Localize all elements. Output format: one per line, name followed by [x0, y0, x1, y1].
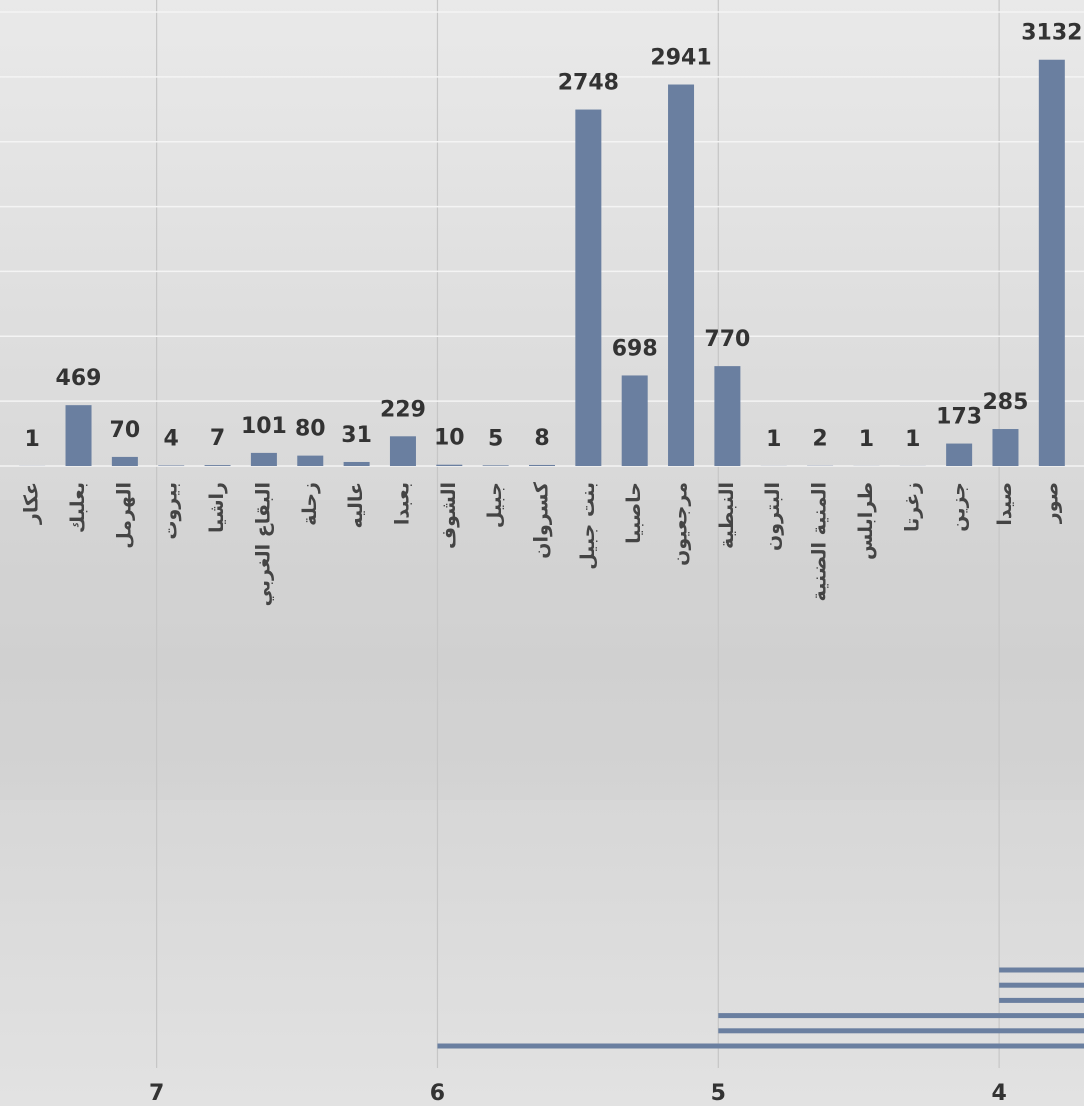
bar — [436, 465, 462, 466]
value-label: 698 — [612, 336, 658, 361]
x-tick-label: صيدا — [994, 482, 1016, 526]
x-tick-label: طرابلس — [855, 482, 877, 560]
value-label: 80 — [295, 417, 326, 442]
bar — [992, 429, 1018, 466]
x-tick-label: 6 — [430, 1081, 445, 1106]
x-tick-label: بعبدا — [391, 482, 413, 525]
x-tick-label: زغرتا — [901, 482, 923, 532]
bar — [112, 457, 138, 466]
bar — [1039, 60, 1065, 466]
bar — [714, 366, 740, 466]
value-label: 8 — [534, 426, 549, 451]
x-tick-label: راشيا — [206, 482, 228, 533]
x-tick-label: زحلة — [299, 482, 321, 526]
bar — [999, 968, 1084, 973]
bar — [622, 375, 648, 466]
x-tick-label: جبيل — [484, 482, 506, 528]
x-tick-label: بنت جبيل — [577, 482, 599, 570]
x-tick-label: بيروت — [160, 482, 182, 540]
value-label: 285 — [983, 390, 1029, 415]
value-label: 3132 — [1021, 21, 1082, 46]
bar — [390, 436, 416, 466]
value-label: 7 — [210, 426, 225, 451]
x-tick-label: المنية الضنية — [809, 482, 831, 601]
value-label: 31 — [341, 423, 372, 448]
bar — [529, 465, 555, 466]
x-tick-label: الشوف — [438, 482, 460, 549]
bar — [718, 1028, 1084, 1033]
x-tick-label: 4 — [991, 1081, 1006, 1106]
bar — [668, 85, 694, 466]
x-tick-label: 5 — [711, 1081, 726, 1106]
value-label: 1 — [25, 427, 40, 452]
x-tick-label: حاصبيا — [623, 482, 645, 544]
x-tick-label: عاليه — [345, 482, 367, 529]
x-tick-label: عكار — [21, 482, 43, 525]
x-tick-label: الهرمل — [113, 482, 135, 549]
value-label: 2748 — [558, 71, 619, 96]
bar — [158, 465, 184, 466]
value-label: 10 — [434, 426, 465, 451]
bar — [718, 1013, 1084, 1018]
x-tick-label: النبطية — [716, 482, 738, 549]
bar — [437, 1044, 1084, 1049]
value-label: 2 — [812, 427, 827, 452]
value-label: 173 — [936, 405, 982, 430]
value-label: 70 — [110, 418, 141, 443]
x-tick-label: كسروان — [531, 481, 553, 559]
bar — [575, 110, 601, 466]
value-label: 1 — [905, 427, 920, 452]
chart: 76541عكار469بعلبك70الهرمل4بيروت7راشيا101… — [0, 0, 1084, 1106]
bar — [483, 465, 509, 466]
bar — [66, 405, 92, 466]
value-label: 229 — [380, 397, 426, 422]
bar — [946, 444, 972, 466]
x-tick-label: بعلبك — [67, 482, 89, 533]
value-label: 469 — [56, 366, 102, 391]
value-label: 1 — [859, 427, 874, 452]
bar — [251, 453, 277, 466]
bar — [297, 456, 323, 466]
x-tick-label: البقاع الغربي — [252, 482, 274, 606]
bar — [999, 998, 1084, 1003]
bar — [999, 983, 1084, 988]
x-tick-label: صور — [1040, 482, 1062, 524]
x-tick-label: جزين — [948, 482, 970, 532]
value-label: 101 — [241, 414, 287, 439]
bar — [205, 465, 231, 466]
value-label: 1 — [766, 427, 781, 452]
x-tick-label: 7 — [149, 1081, 164, 1106]
bar — [344, 462, 370, 466]
x-tick-label: البترون — [762, 482, 784, 551]
x-tick-label: مرجعيون — [670, 482, 692, 566]
value-label: 4 — [164, 426, 179, 451]
value-label: 2941 — [650, 46, 711, 71]
value-label: 5 — [488, 426, 503, 451]
value-label: 770 — [704, 327, 750, 352]
